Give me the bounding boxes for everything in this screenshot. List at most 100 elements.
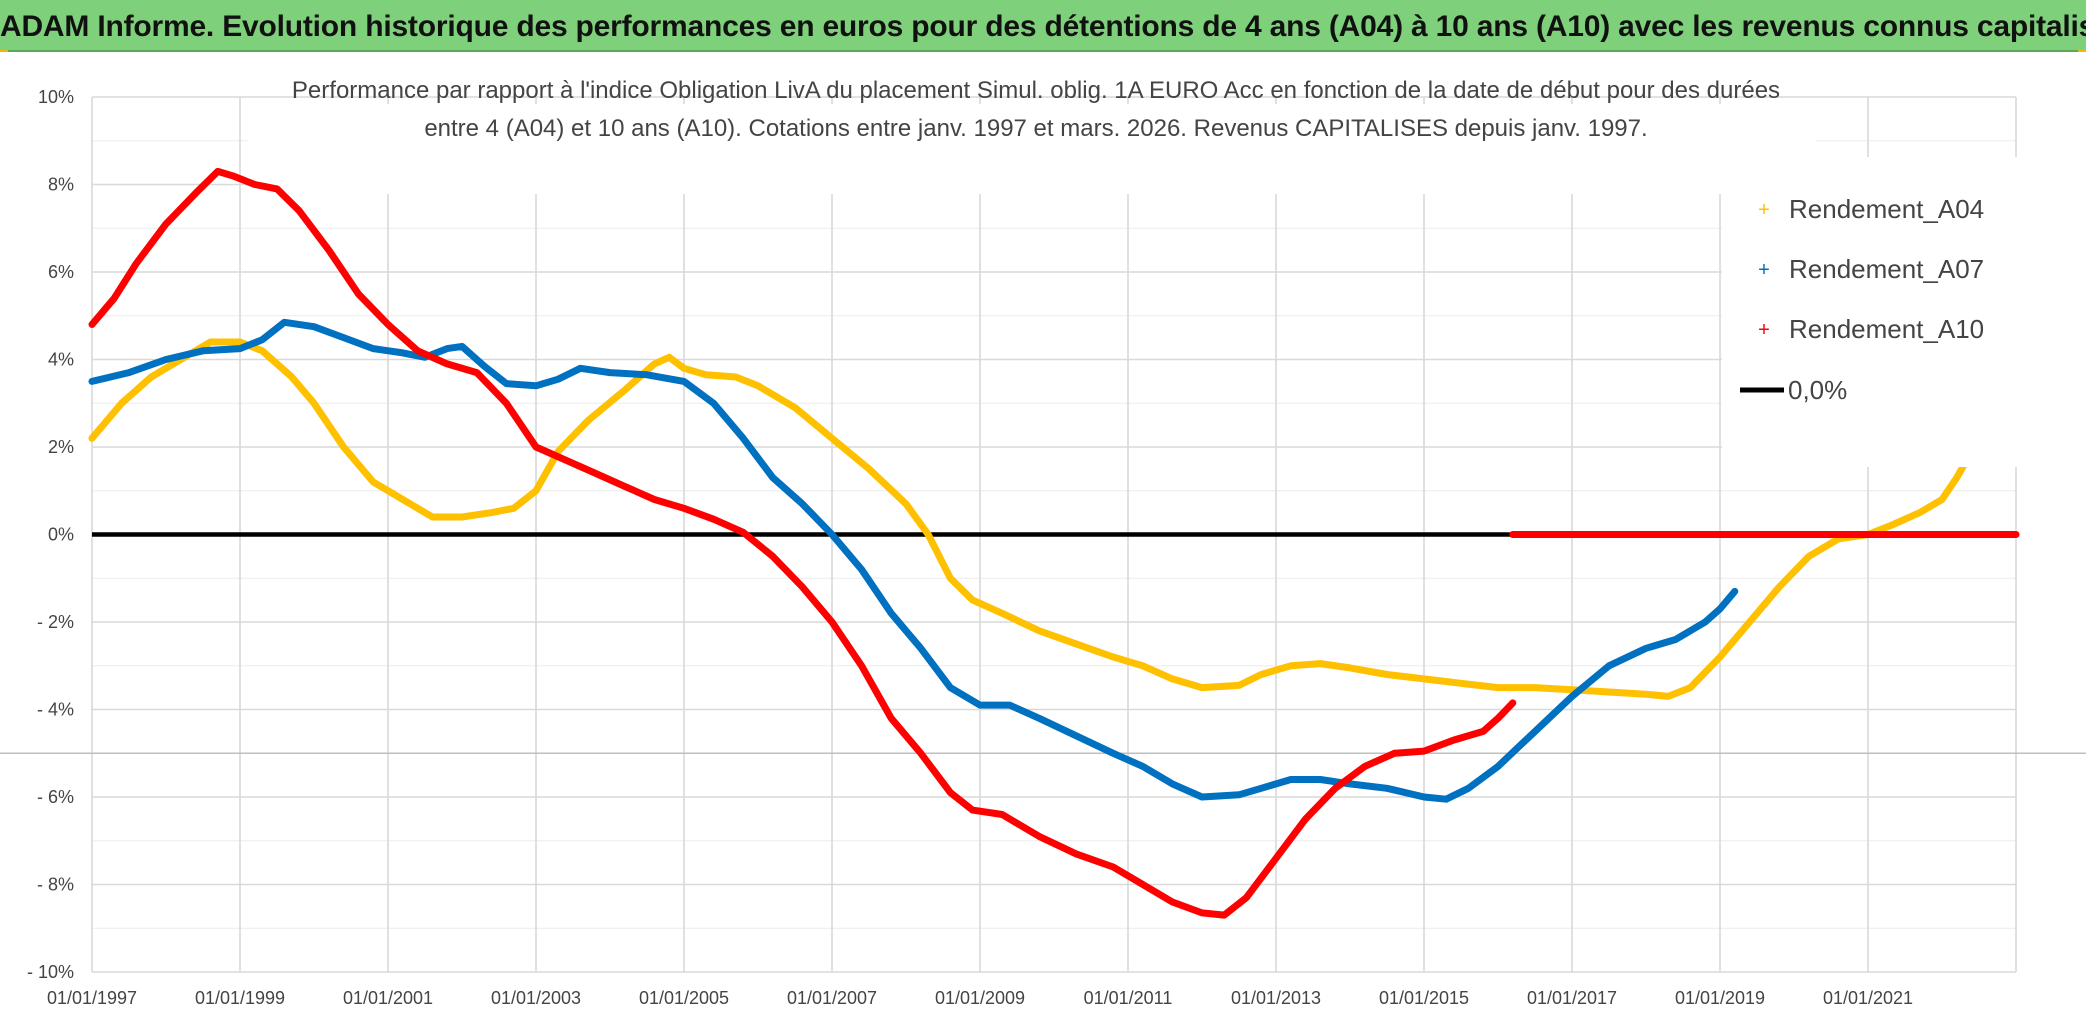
data-point-rendement-a07 bbox=[1038, 717, 1040, 719]
data-point-rendement-a07 bbox=[861, 569, 863, 570]
data-point-rendement-a04 bbox=[972, 599, 974, 601]
data-point-rendement-a10 bbox=[232, 175, 234, 177]
data-point-rendement-a07 bbox=[483, 365, 485, 367]
data-point-rendement-a10 bbox=[972, 809, 974, 811]
legend-background bbox=[1722, 157, 2018, 467]
y-tick-label: - 2% bbox=[37, 612, 74, 632]
legend-marker-a04: + bbox=[1758, 199, 1770, 221]
y-tick-label: - 6% bbox=[37, 787, 74, 807]
data-point-rendement-a04 bbox=[1201, 687, 1203, 689]
data-point-rendement-a10 bbox=[624, 485, 626, 487]
data-point-rendement-a07 bbox=[1319, 779, 1321, 780]
data-point-rendement-a04 bbox=[587, 420, 589, 422]
data-point-rendement-a10 bbox=[565, 459, 567, 461]
series-layer bbox=[88, 167, 2020, 919]
data-point-rendement-a10 bbox=[217, 170, 219, 172]
data-point-rendement-a04 bbox=[653, 363, 655, 365]
data-point-rendement-a10 bbox=[254, 184, 256, 185]
data-point-rendement-a04 bbox=[1142, 665, 1144, 667]
data-point-rendement-a04 bbox=[1689, 687, 1691, 689]
data-point-rendement-a07 bbox=[1534, 730, 1536, 732]
data-point-rendement-a10 bbox=[1112, 866, 1114, 868]
data-point-rendement-a10 bbox=[1364, 765, 1366, 767]
data-point-rendement-a07 bbox=[1571, 695, 1573, 697]
legend-marker-a07: + bbox=[1758, 259, 1770, 281]
x-tick-label: 01/01/2015 bbox=[1379, 988, 1469, 1008]
x-axis-labels: 01/01/1997 01/01/1999 01/01/2001 01/01/2003… bbox=[47, 988, 1913, 1008]
data-point-rendement-a07 bbox=[1349, 783, 1351, 785]
data-point-rendement-a04 bbox=[1075, 643, 1077, 645]
data-point-rendement-a04 bbox=[1171, 678, 1173, 680]
data-point-rendement-a07 bbox=[1719, 608, 1721, 610]
data-point-rendement-a07 bbox=[772, 477, 774, 479]
data-point-rendement-a07 bbox=[1467, 787, 1469, 789]
data-point-rendement-a07 bbox=[261, 339, 263, 341]
data-point-rendement-a07 bbox=[979, 704, 981, 706]
data-point-rendement-a07 bbox=[1645, 647, 1647, 649]
data-point-rendement-a04 bbox=[1667, 695, 1669, 697]
data-point-rendement-a10 bbox=[195, 192, 197, 194]
data-point-rendement-a10 bbox=[91, 324, 93, 325]
data-point-rendement-a10 bbox=[135, 262, 137, 264]
data-point-rendement-a04 bbox=[668, 356, 670, 358]
data-point-rendement-a07 bbox=[1009, 704, 1011, 706]
y-tick-label: - 8% bbox=[37, 875, 74, 895]
data-point-rendement-a04 bbox=[121, 402, 123, 404]
data-point-rendement-a10 bbox=[1245, 897, 1247, 899]
data-point-rendement-a10 bbox=[801, 586, 803, 588]
data-point-rendement-a07 bbox=[1497, 765, 1499, 767]
data-point-rendement-a10 bbox=[476, 372, 478, 374]
data-point-rendement-a07 bbox=[609, 372, 611, 374]
data-point-rendement-a07 bbox=[1445, 798, 1447, 800]
data-point-rendement-a10 bbox=[113, 297, 115, 299]
data-point-rendement-a07 bbox=[535, 385, 537, 387]
data-point-rendement-a04 bbox=[557, 450, 559, 452]
data-point-rendement-a04 bbox=[431, 516, 433, 518]
data-point-rendement-a07 bbox=[402, 352, 404, 354]
data-point-rendement-a10 bbox=[1453, 739, 1455, 741]
data-point-rendement-a07 bbox=[128, 372, 130, 374]
data-point-rendement-a04 bbox=[91, 437, 93, 439]
data-point-rendement-a10 bbox=[535, 446, 537, 448]
data-point-rendement-a04 bbox=[927, 534, 929, 535]
data-point-rendement-a10 bbox=[949, 792, 951, 794]
data-point-rendement-a04 bbox=[1460, 682, 1462, 684]
data-point-rendement-a10 bbox=[713, 518, 715, 520]
data-point-rendement-a07 bbox=[283, 321, 285, 323]
data-point-rendement-a04 bbox=[905, 503, 907, 505]
data-point-rendement-a04 bbox=[239, 341, 241, 343]
data-point-rendement-a04 bbox=[705, 374, 707, 376]
data-point-rendement-a10 bbox=[298, 210, 300, 212]
data-point-rendement-a10 bbox=[1393, 752, 1395, 754]
data-point-rendement-a04 bbox=[868, 468, 870, 470]
data-point-rendement-a10 bbox=[505, 402, 507, 404]
data-point-rendement-a07 bbox=[1386, 787, 1388, 789]
data-point-rendement-a04 bbox=[1837, 538, 1839, 540]
data-point-rendement-a10 bbox=[1171, 901, 1173, 903]
legend-label-zero: 0,0% bbox=[1788, 375, 1847, 405]
data-point-rendement-a04 bbox=[1956, 477, 1958, 479]
data-point-rendement-a07 bbox=[920, 647, 922, 649]
y-tick-label: 8% bbox=[48, 175, 74, 195]
data-point-rendement-a04 bbox=[831, 437, 833, 439]
data-point-rendement-a04 bbox=[735, 376, 737, 378]
data-point-rendement-a10 bbox=[1482, 730, 1484, 732]
data-point-rendement-a07 bbox=[1260, 787, 1262, 789]
data-point-rendement-a10 bbox=[890, 717, 892, 719]
data-point-rendement-a10 bbox=[861, 665, 863, 667]
data-point-rendement-a04 bbox=[1290, 665, 1292, 667]
data-point-rendement-a07 bbox=[683, 380, 685, 382]
x-tick-label: 01/01/2007 bbox=[787, 988, 877, 1008]
header-banner: ADAM Informe. Evolution historique des p… bbox=[0, 0, 2086, 52]
data-point-rendement-a07 bbox=[239, 348, 241, 350]
data-point-rendement-a07 bbox=[1075, 735, 1077, 737]
data-point-rendement-a04 bbox=[1319, 663, 1321, 665]
data-point-rendement-a04 bbox=[209, 341, 211, 343]
data-point-rendement-a07 bbox=[1201, 796, 1203, 798]
data-point-rendement-a04 bbox=[949, 577, 951, 579]
data-point-rendement-a04 bbox=[343, 446, 345, 448]
legend: + Rendement_A04 + Rendement_A07 + Rendem… bbox=[1722, 157, 2018, 467]
data-point-rendement-a07 bbox=[1704, 621, 1706, 623]
data-point-rendement-a10 bbox=[1275, 857, 1277, 859]
data-point-rendement-a10 bbox=[653, 499, 655, 500]
